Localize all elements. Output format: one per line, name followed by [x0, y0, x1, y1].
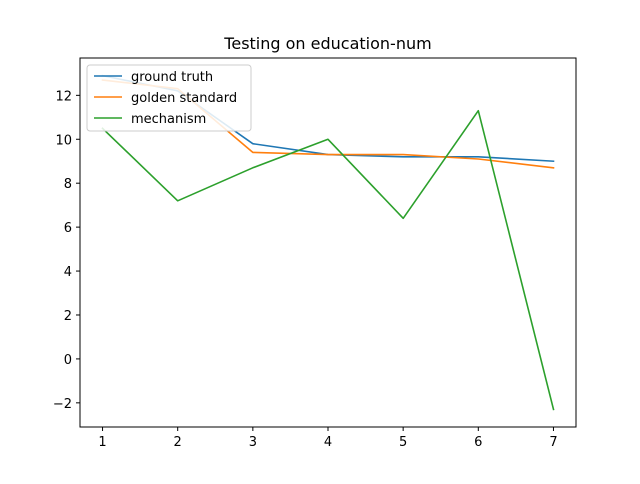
x-axis: 1 2 3 4 5 6 7: [98, 427, 558, 450]
chart-title: Testing on education-num: [223, 34, 431, 53]
y-tick-label: 2: [64, 309, 72, 324]
y-tick-label: 6: [64, 221, 72, 236]
x-tick-label: 6: [474, 435, 482, 450]
x-tick-label: 5: [399, 435, 407, 450]
y-tick-label: 12: [55, 89, 72, 104]
y-tick-label: 4: [64, 265, 72, 280]
x-tick-label: 7: [549, 435, 557, 450]
x-tick-label: 3: [249, 435, 257, 450]
series-line-2: [101, 109, 555, 411]
legend-label-1: golden standard: [131, 91, 237, 106]
y-tick-label: 8: [64, 177, 72, 192]
x-tick-label: 4: [324, 435, 332, 450]
x-tick-label: 1: [98, 435, 106, 450]
y-tick-label: 0: [64, 353, 72, 368]
y-tick-label: −2: [53, 397, 72, 412]
legend-label-0: ground truth: [131, 70, 213, 85]
y-axis: −2 0 2 4 6 8 10 12: [53, 89, 80, 412]
y-tick-label: 10: [55, 133, 72, 148]
x-tick-label: 2: [174, 435, 182, 450]
legend-box: [86, 64, 252, 132]
legend-label-2: mechanism: [131, 112, 206, 127]
legend: ground truth golden standard mechanism: [86, 64, 252, 132]
